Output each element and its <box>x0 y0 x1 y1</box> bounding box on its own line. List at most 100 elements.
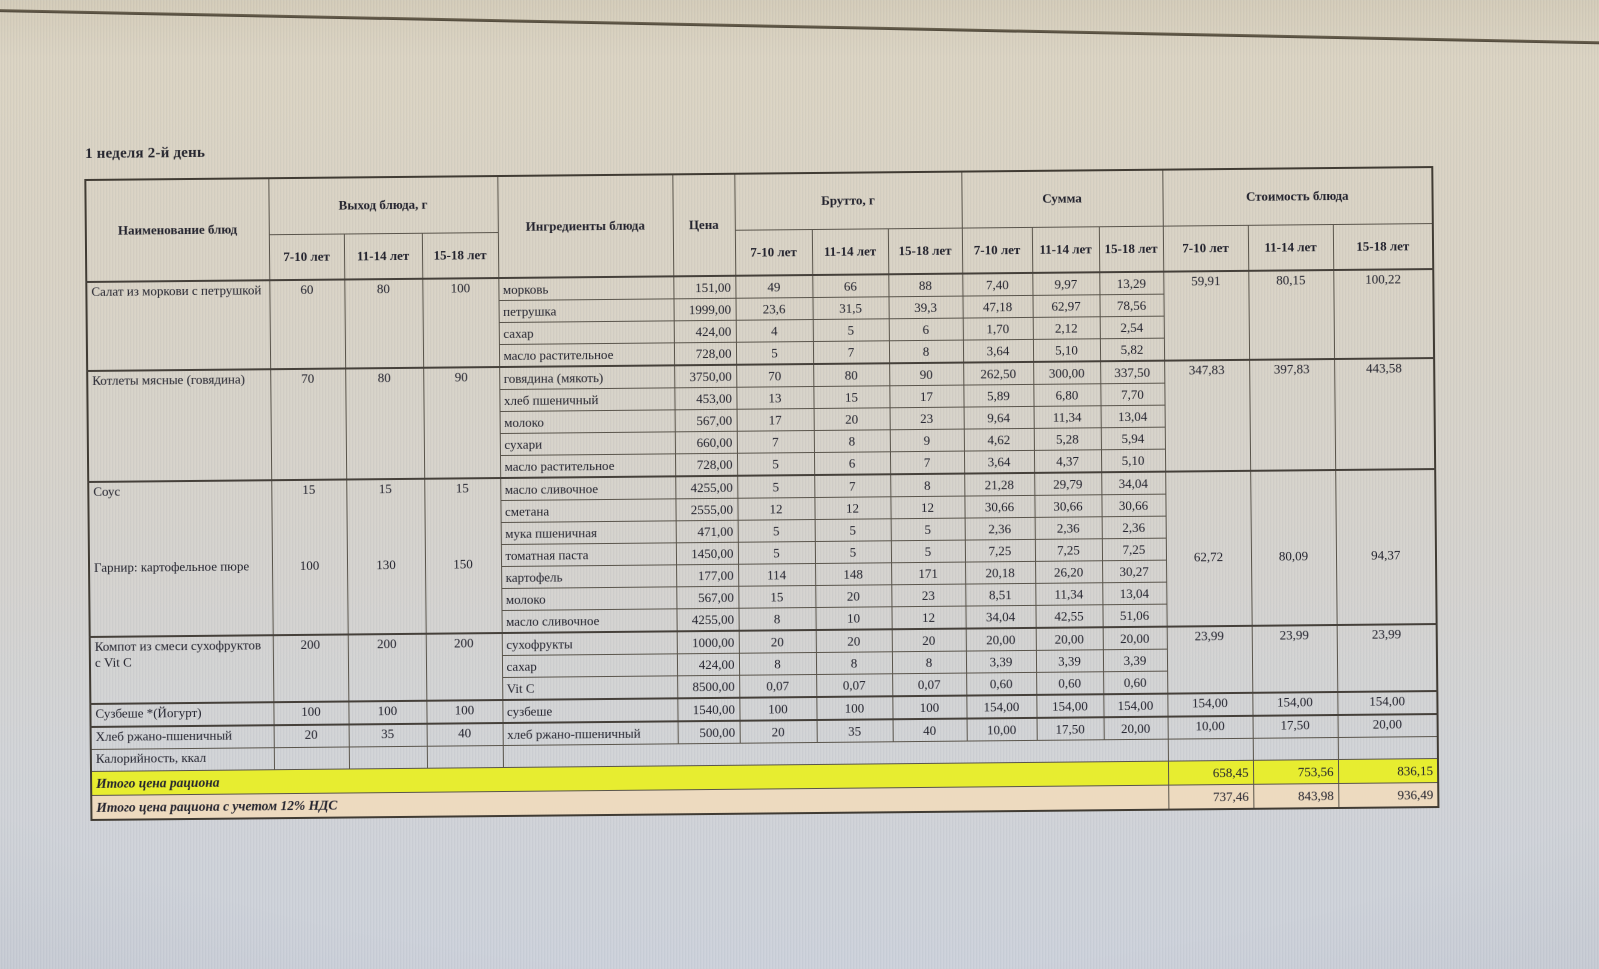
sum-cell[interactable]: 5,10 <box>1032 338 1101 362</box>
ingredient-cell[interactable]: мука пшеничная <box>500 520 676 545</box>
brutto-cell[interactable]: 8 <box>813 429 890 453</box>
sum-cell[interactable]: 34,04 <box>965 605 1036 629</box>
brutto-cell[interactable]: 5 <box>890 518 965 541</box>
price-cell[interactable]: 424,00 <box>676 653 740 676</box>
brutto-cell[interactable]: 40 <box>892 718 967 742</box>
brutto-cell[interactable]: 8 <box>890 473 965 497</box>
sum-cell[interactable]: 0,60 <box>1036 671 1104 695</box>
output-cell[interactable]: 40 <box>426 723 503 747</box>
ingredient-cell[interactable]: масло сливочное <box>501 608 677 634</box>
calories-value-cell[interactable] <box>1337 736 1438 760</box>
sum-cell[interactable]: 2,36 <box>964 517 1035 541</box>
sum-cell[interactable]: 13,04 <box>1100 405 1165 428</box>
col-header-brutto-age-15-18[interactable]: 15-18 лет <box>887 227 963 275</box>
brutto-cell[interactable]: 20 <box>815 629 892 653</box>
output-cell[interactable]: 100 <box>273 701 349 726</box>
col-header-output-age-11-14[interactable]: 11-14 лет <box>343 232 423 280</box>
brutto-cell[interactable]: 23 <box>889 407 964 430</box>
sum-cell[interactable]: 5,82 <box>1099 338 1165 362</box>
brutto-cell[interactable]: 8 <box>738 607 816 631</box>
brutto-cell[interactable]: 23,6 <box>735 297 813 321</box>
col-header-cost-age-7-10[interactable]: 7-10 лет <box>1162 224 1249 272</box>
sum-cell[interactable]: 20,00 <box>1035 627 1103 651</box>
brutto-cell[interactable]: 100 <box>892 695 967 720</box>
output-cell[interactable]: 70 <box>270 368 347 481</box>
sum-cell[interactable]: 3,64 <box>962 339 1034 363</box>
sum-cell[interactable]: 26,20 <box>1035 560 1103 584</box>
ingredient-cell[interactable]: масло сливочное <box>500 476 676 501</box>
sum-cell[interactable]: 7,40 <box>962 272 1033 297</box>
brutto-cell[interactable]: 49 <box>735 275 813 299</box>
ration-total-value-cell[interactable]: 753,56 <box>1252 759 1339 785</box>
sum-cell[interactable]: 2,54 <box>1099 316 1164 339</box>
brutto-cell[interactable]: 20 <box>813 407 890 431</box>
ration-total-value-cell[interactable]: 836,15 <box>1337 758 1439 784</box>
brutto-cell[interactable]: 12 <box>890 496 965 519</box>
sum-cell[interactable]: 7,25 <box>1034 538 1103 562</box>
sum-cell[interactable]: 42,55 <box>1035 604 1103 628</box>
price-cell[interactable]: 728,00 <box>674 453 738 477</box>
brutto-cell[interactable]: 6 <box>888 318 963 341</box>
brutto-cell[interactable]: 100 <box>816 696 893 720</box>
sum-cell[interactable]: 7,25 <box>964 539 1036 563</box>
dish-cost-cell[interactable]: 17,50 <box>1252 714 1338 739</box>
col-header-cost-age-15-18[interactable]: 15-18 лет <box>1332 223 1434 271</box>
sum-cell[interactable]: 11,34 <box>1033 405 1101 429</box>
ingredient-cell[interactable]: сахар <box>501 653 678 678</box>
brutto-cell[interactable]: 39,3 <box>888 296 963 319</box>
col-header-brutto-age-7-10[interactable]: 7-10 лет <box>734 229 813 276</box>
dish-cost-cell[interactable]: 397,83 <box>1249 359 1336 471</box>
brutto-cell[interactable]: 7 <box>814 474 891 498</box>
sum-cell[interactable]: 154,00 <box>966 694 1037 719</box>
ingredient-cell[interactable]: хлеб ржано-пшеничный <box>502 721 678 746</box>
brutto-cell[interactable]: 20 <box>891 628 966 652</box>
dish-cost-cell[interactable]: 10,00 <box>1167 715 1253 740</box>
sum-cell[interactable]: 62,97 <box>1032 294 1100 318</box>
dish-cost-cell[interactable]: 154,00 <box>1252 691 1338 716</box>
col-header-dish[interactable]: Наименование блюд <box>85 178 270 282</box>
ingredient-cell[interactable]: сметана <box>500 498 676 523</box>
ingredient-cell[interactable]: сузбеше <box>502 698 678 724</box>
col-header-sum-age-15-18[interactable]: 15-18 лет <box>1098 225 1164 273</box>
price-cell[interactable]: 151,00 <box>673 275 736 299</box>
sum-cell[interactable]: 30,66 <box>1034 494 1102 518</box>
output-cell[interactable]: 35 <box>348 723 427 747</box>
output-cell[interactable]: 60 <box>269 279 346 370</box>
dish-cost-cell[interactable]: 154,00 <box>1167 692 1253 717</box>
output-cell[interactable]: 200 <box>272 634 349 703</box>
price-cell[interactable]: 4255,00 <box>675 475 738 499</box>
brutto-cell[interactable]: 20 <box>738 629 816 654</box>
sum-cell[interactable]: 4,37 <box>1033 449 1102 473</box>
ration-total-value-cell[interactable]: 658,45 <box>1167 760 1254 786</box>
output-cell[interactable]: 15 100 <box>271 479 348 636</box>
brutto-cell[interactable]: 20 <box>739 719 817 744</box>
brutto-cell[interactable]: 31,5 <box>812 296 889 320</box>
brutto-cell[interactable]: 5 <box>737 541 816 565</box>
sum-cell[interactable]: 262,50 <box>963 361 1034 386</box>
brutto-cell[interactable]: 5 <box>737 519 815 543</box>
sum-cell[interactable]: 30,27 <box>1102 560 1167 583</box>
brutto-cell[interactable]: 66 <box>812 274 889 298</box>
sum-cell[interactable]: 20,18 <box>965 561 1036 585</box>
sum-cell[interactable]: 6,80 <box>1033 383 1101 407</box>
ingredient-cell[interactable]: картофель <box>501 564 677 589</box>
brutto-cell[interactable]: 88 <box>888 273 963 297</box>
brutto-cell[interactable]: 0,07 <box>816 673 893 697</box>
sum-cell[interactable]: 8,51 <box>965 583 1036 607</box>
brutto-cell[interactable]: 5 <box>737 475 815 499</box>
output-cell[interactable]: 80 <box>345 367 425 480</box>
sum-cell[interactable]: 5,28 <box>1033 427 1101 451</box>
brutto-cell[interactable]: 7 <box>736 430 814 454</box>
sum-cell[interactable]: 0,60 <box>1103 671 1168 695</box>
sum-cell[interactable]: 5,89 <box>963 384 1034 408</box>
sum-cell[interactable]: 10,00 <box>966 717 1037 742</box>
sum-cell[interactable]: 29,79 <box>1034 472 1102 496</box>
ingredient-cell[interactable]: хлеб пшеничный <box>499 387 675 412</box>
ingredient-cell[interactable]: молоко <box>501 586 677 611</box>
brutto-cell[interactable]: 148 <box>815 562 892 586</box>
dish-cost-cell[interactable]: 59,91 <box>1163 270 1250 361</box>
output-cell[interactable]: 100 <box>422 278 500 368</box>
brutto-cell[interactable]: 80 <box>813 363 890 387</box>
sum-cell[interactable]: 30,66 <box>964 495 1035 519</box>
sum-cell[interactable]: 13,29 <box>1099 271 1164 295</box>
